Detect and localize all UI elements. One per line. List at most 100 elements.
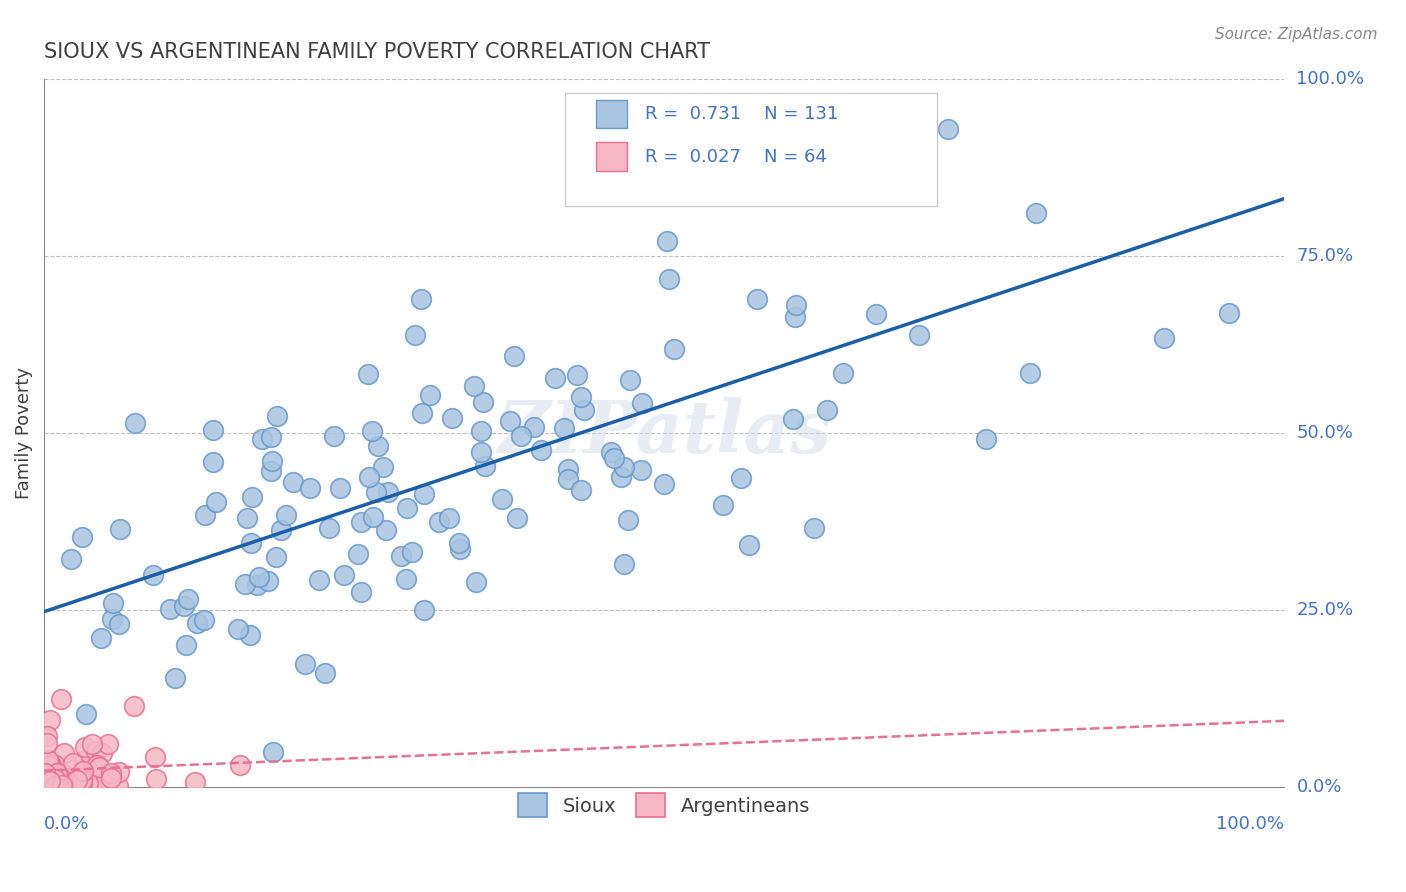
Point (404, 328, 426, 343)
Text: 25.0%: 25.0% (1296, 601, 1354, 619)
Point (936, 122, 959, 136)
Point (35, 776, 58, 790)
Point (37, 778, 59, 792)
Point (80, 776, 103, 790)
Point (371, 459, 394, 474)
Point (34, 765, 56, 780)
Point (314, 666, 336, 681)
Point (308, 573, 330, 587)
Point (270, 523, 292, 537)
Point (201, 424, 224, 438)
Point (815, 403, 838, 417)
Point (38, 778, 60, 792)
Point (470, 445, 492, 459)
Point (803, 521, 825, 535)
Point (449, 536, 471, 550)
Point (1025, 205, 1047, 219)
Point (567, 368, 589, 383)
FancyBboxPatch shape (565, 93, 936, 206)
Point (89, 772, 111, 787)
Point (246, 578, 269, 592)
Point (907, 148, 929, 162)
Point (609, 470, 631, 484)
Point (163, 671, 186, 685)
Point (865, 307, 887, 321)
Point (783, 310, 806, 325)
Point (51, 778, 73, 792)
Point (470, 424, 492, 438)
Point (655, 234, 678, 248)
Point (274, 508, 297, 523)
Point (107, 779, 129, 793)
Point (122, 698, 145, 713)
Point (100, 771, 122, 785)
Point (695, 165, 717, 179)
Point (908, 328, 931, 343)
Point (359, 470, 381, 484)
Point (832, 366, 855, 380)
Point (35, 780, 58, 794)
Point (613, 557, 636, 571)
Point (72, 773, 94, 788)
Point (333, 567, 356, 582)
Point (44, 758, 66, 772)
Point (299, 481, 322, 495)
Legend: Sioux, Argentineans: Sioux, Argentineans (509, 783, 820, 827)
Point (630, 463, 652, 477)
Point (262, 744, 284, 758)
Point (389, 549, 412, 563)
Point (235, 511, 257, 525)
Point (544, 371, 567, 385)
Point (87, 760, 110, 774)
Point (745, 293, 768, 307)
Point (427, 516, 450, 530)
Point (41, 770, 63, 784)
Point (65, 774, 87, 789)
Point (412, 603, 434, 617)
Point (37, 729, 59, 743)
Point (738, 538, 761, 552)
Point (782, 412, 804, 426)
Point (52, 747, 75, 761)
Point (396, 501, 419, 516)
Point (143, 750, 166, 764)
Point (349, 515, 371, 529)
Point (658, 272, 681, 286)
Point (103, 597, 125, 611)
Text: 0.0%: 0.0% (44, 815, 90, 833)
Point (108, 616, 131, 631)
Point (72, 777, 94, 791)
Point (145, 772, 167, 787)
Point (75, 753, 97, 767)
Point (260, 453, 283, 467)
Point (62, 756, 84, 770)
Point (662, 343, 685, 357)
Text: Source: ZipAtlas.com: Source: ZipAtlas.com (1215, 27, 1378, 42)
Point (75, 739, 97, 754)
Point (974, 432, 997, 446)
Text: 50.0%: 50.0% (1296, 424, 1353, 442)
Point (96, 771, 118, 785)
Point (557, 472, 579, 486)
Point (630, 396, 652, 410)
Point (184, 774, 207, 789)
Point (256, 574, 278, 588)
Point (39, 759, 62, 773)
Point (56, 778, 79, 792)
Point (124, 416, 146, 430)
Point (59, 552, 82, 566)
Point (97, 737, 120, 751)
Point (86, 744, 108, 758)
Point (39, 714, 62, 728)
Point (347, 547, 370, 561)
Point (226, 622, 249, 636)
Point (449, 542, 471, 557)
Point (90, 746, 112, 760)
Point (250, 432, 273, 446)
Point (100, 766, 122, 780)
Point (66, 779, 89, 793)
Point (499, 414, 522, 428)
Point (413, 487, 436, 501)
Point (239, 536, 262, 550)
Point (90, 632, 112, 646)
